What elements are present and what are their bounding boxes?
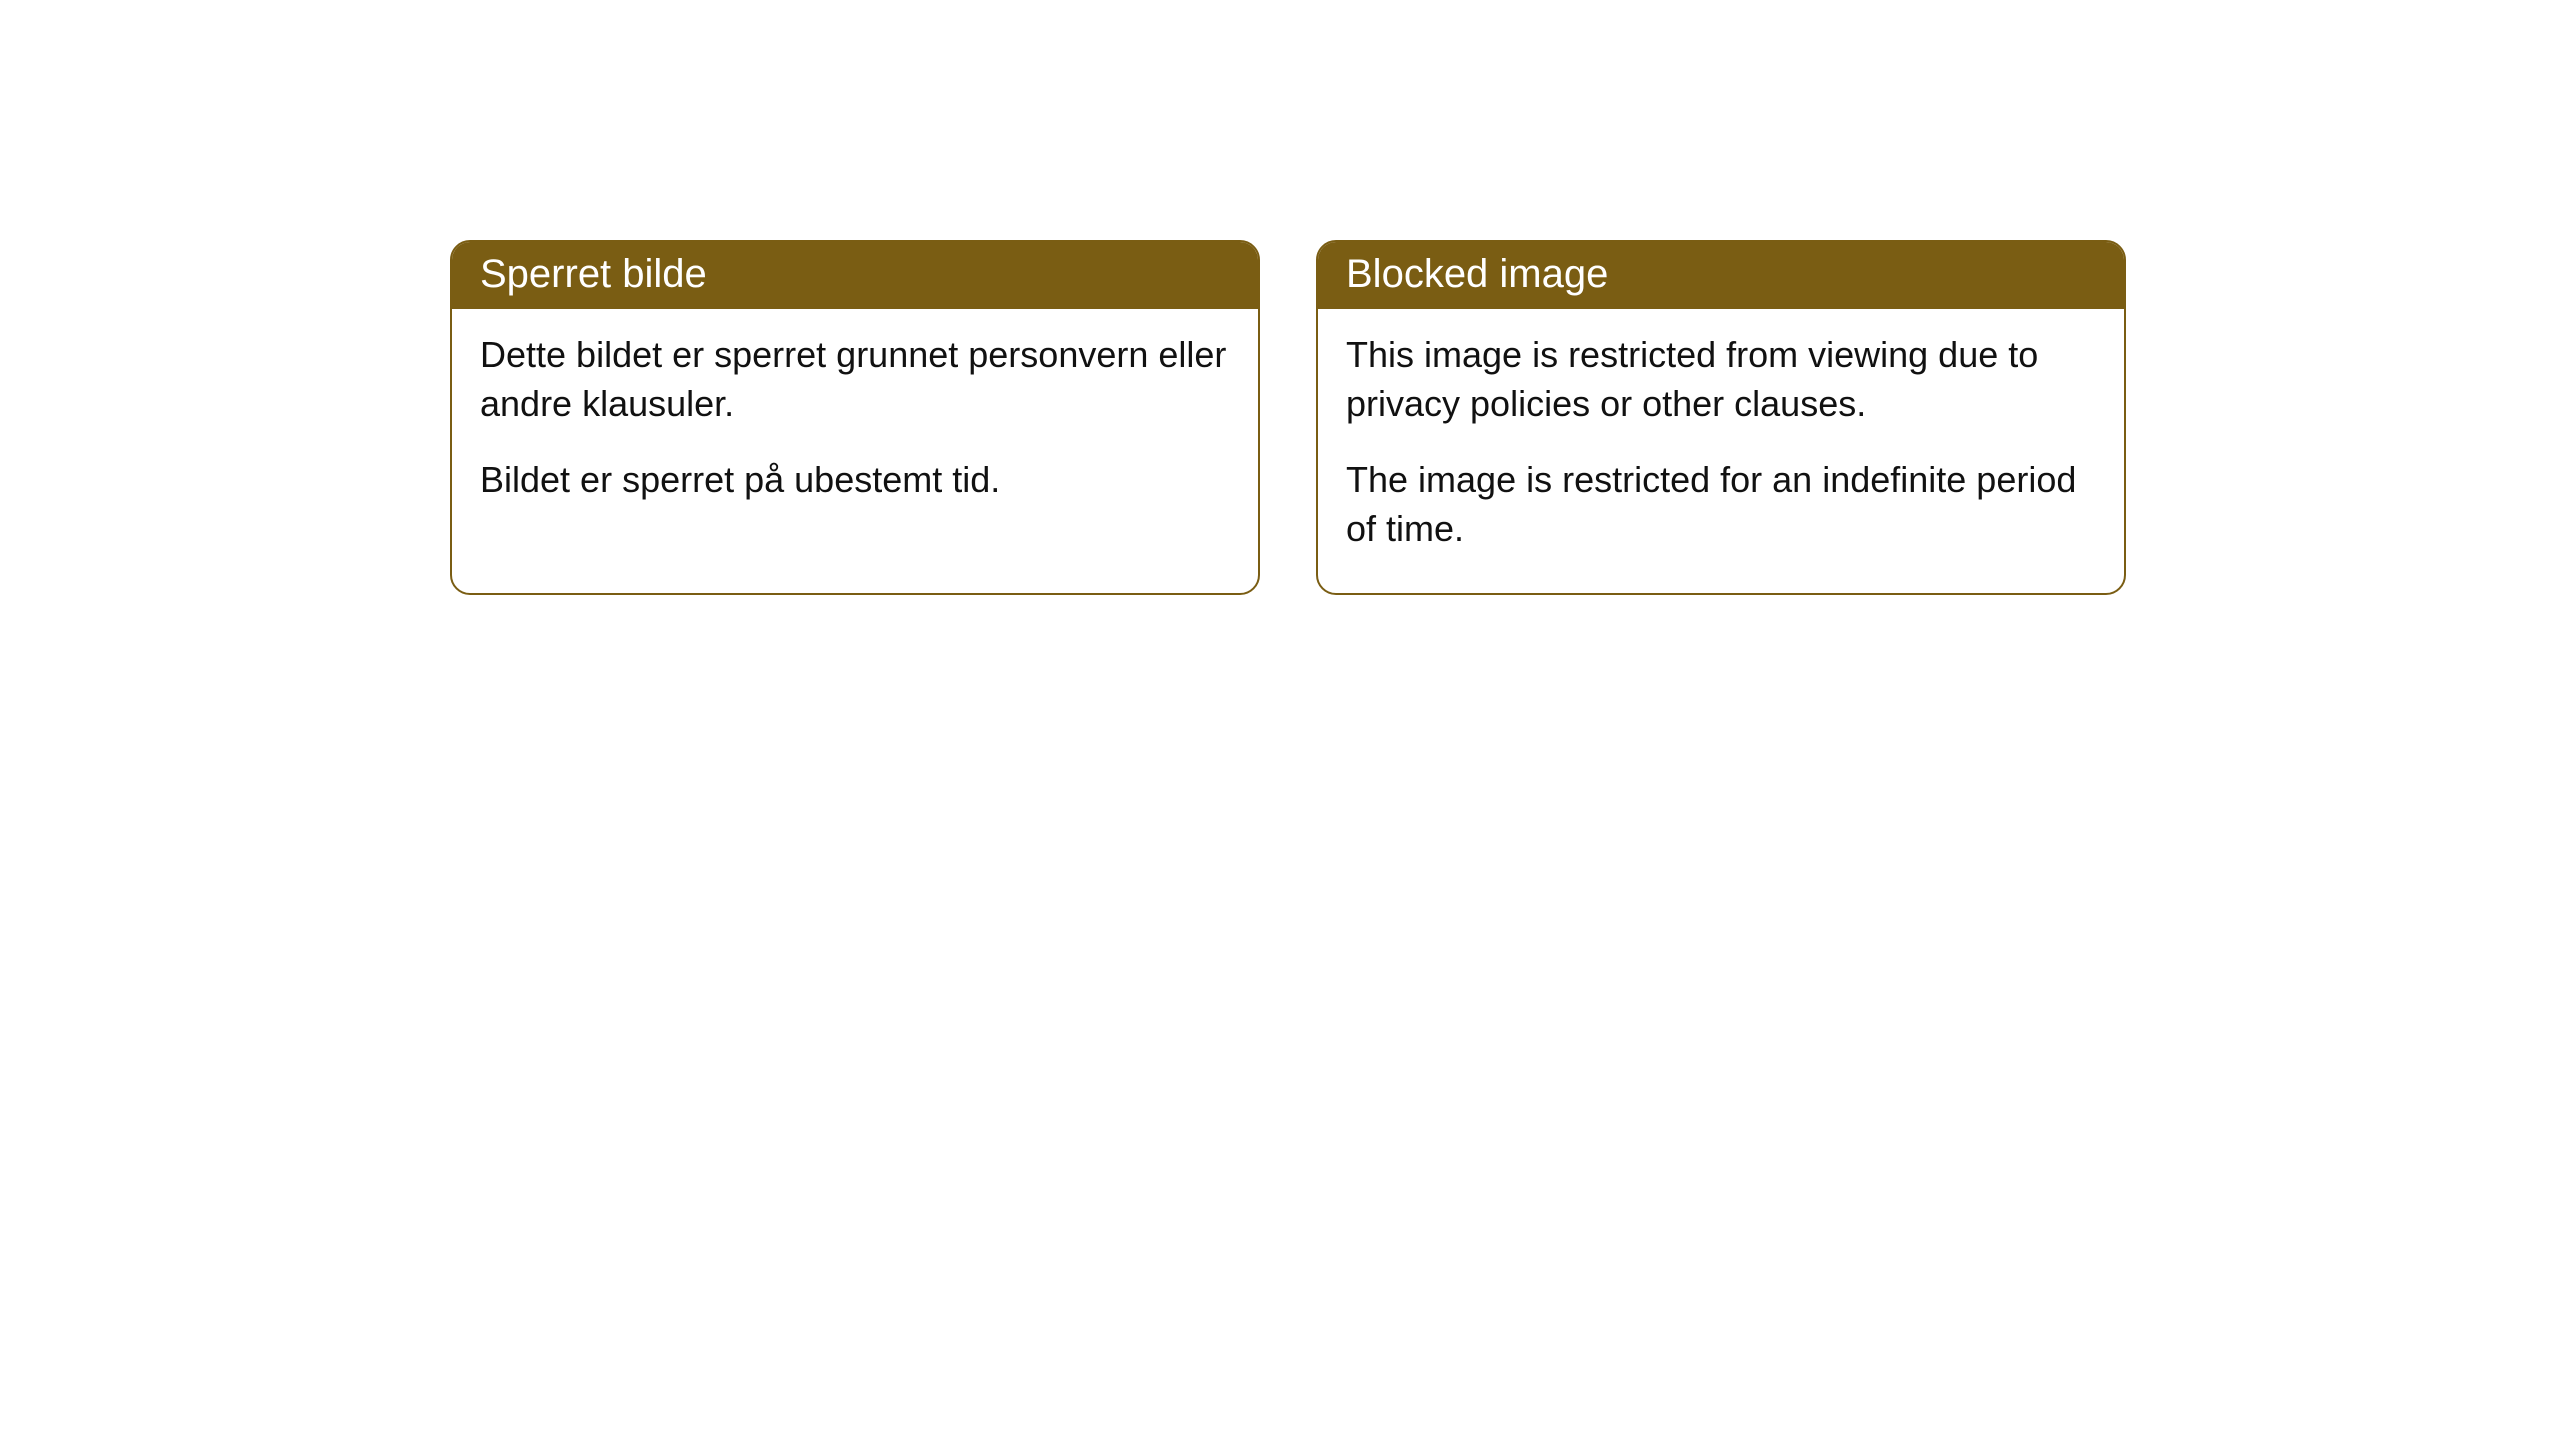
notice-container: Sperret bilde Dette bildet er sperret gr… (450, 240, 2126, 595)
blocked-image-card-english: Blocked image This image is restricted f… (1316, 240, 2126, 595)
card-title: Sperret bilde (452, 242, 1258, 309)
notice-paragraph: Dette bildet er sperret grunnet personve… (480, 331, 1230, 428)
card-title: Blocked image (1318, 242, 2124, 309)
card-body: This image is restricted from viewing du… (1318, 309, 2124, 593)
notice-paragraph: Bildet er sperret på ubestemt tid. (480, 456, 1230, 505)
card-body: Dette bildet er sperret grunnet personve… (452, 309, 1258, 545)
notice-paragraph: The image is restricted for an indefinit… (1346, 456, 2096, 553)
blocked-image-card-norwegian: Sperret bilde Dette bildet er sperret gr… (450, 240, 1260, 595)
notice-paragraph: This image is restricted from viewing du… (1346, 331, 2096, 428)
